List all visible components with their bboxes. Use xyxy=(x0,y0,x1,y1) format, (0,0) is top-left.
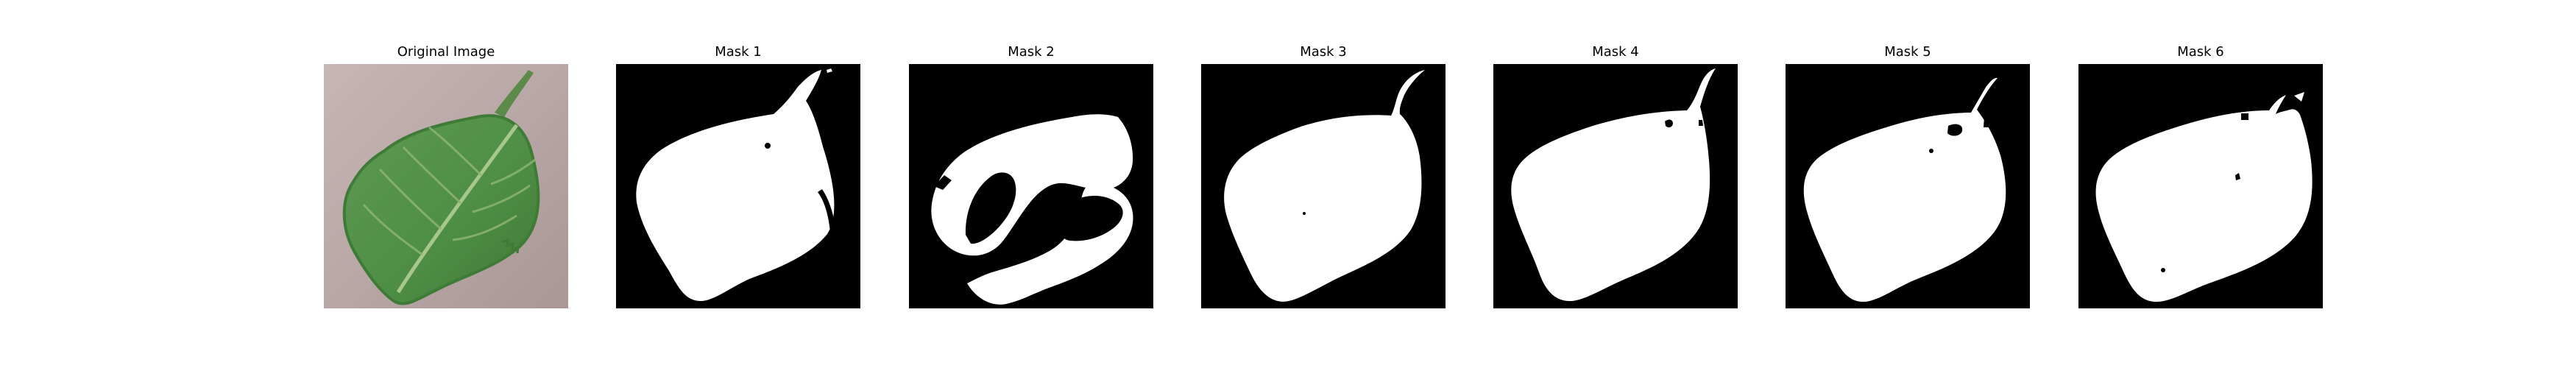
panel-mask-4: Mask 4 xyxy=(1493,44,1738,309)
panel-title: Mask 4 xyxy=(1592,44,1639,60)
mask-image xyxy=(1493,64,1738,308)
mask-image xyxy=(616,64,860,308)
mask-hole xyxy=(1699,120,1703,126)
mask-hole-small xyxy=(934,175,952,190)
panel-mask-1: Mask 1 xyxy=(616,44,860,309)
mask-leaf xyxy=(2095,95,2313,302)
leaf-midrib xyxy=(396,124,519,294)
mask-hole xyxy=(1947,124,1963,136)
panel-title: Mask 6 xyxy=(2177,44,2224,60)
panel-mask-6: Mask 6 xyxy=(2078,44,2323,309)
mask-image xyxy=(2078,64,2323,308)
panel-mask-2: Mask 2 xyxy=(909,44,1153,309)
leaf-side-veins xyxy=(362,126,536,256)
mask-hole xyxy=(1665,119,1673,128)
mask-stem-fragment xyxy=(2294,92,2304,102)
mask-hole-medium xyxy=(1061,195,1123,241)
mask-image xyxy=(1201,64,1446,308)
mask-hole xyxy=(1303,212,1306,215)
mask-hole-large xyxy=(965,172,1016,244)
mask-leaf xyxy=(1224,70,1425,302)
original-leaf-photo xyxy=(324,64,568,308)
panel-title: Mask 1 xyxy=(715,44,762,60)
mask-hole xyxy=(1984,117,1989,127)
mask-leaf xyxy=(636,70,835,302)
panel-original-image: Original Image xyxy=(324,44,568,309)
mask-image xyxy=(909,64,1153,308)
mask-hole xyxy=(2241,113,2248,120)
panel-mask-3: Mask 3 xyxy=(1201,44,1446,309)
panel-title: Mask 3 xyxy=(1300,44,1347,60)
panel-mask-5: Mask 5 xyxy=(1786,44,2030,309)
panel-title: Original Image xyxy=(397,44,495,60)
leaf-stem xyxy=(495,70,534,117)
leaf-serration xyxy=(501,238,520,254)
mask-hole xyxy=(2235,173,2240,180)
mask-hole xyxy=(1929,149,1933,153)
panel-title: Mask 2 xyxy=(1008,44,1055,60)
mask-hole xyxy=(2161,268,2165,272)
mask-stem-fragment xyxy=(827,68,832,73)
mask-hole xyxy=(765,143,771,149)
mask-edge-gap xyxy=(818,189,837,239)
mask-image xyxy=(1786,64,2030,308)
mask-leaf xyxy=(1511,68,1716,302)
panel-title: Mask 5 xyxy=(1884,44,1931,60)
